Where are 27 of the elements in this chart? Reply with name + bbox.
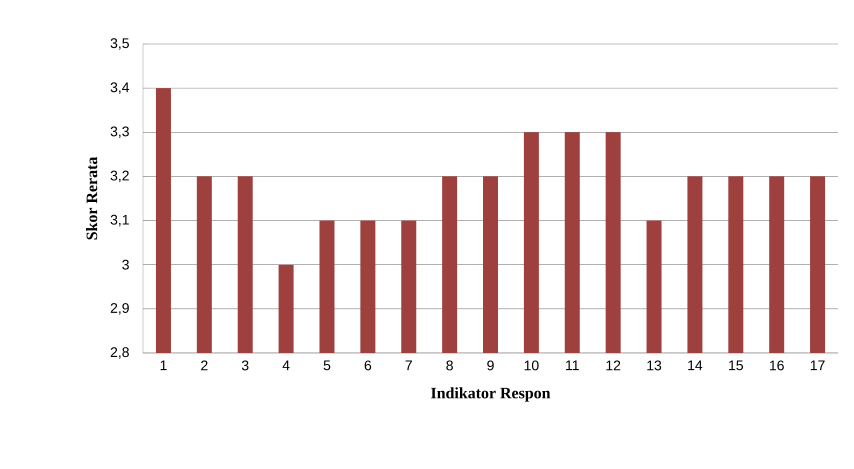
y-tick-label: 3	[122, 260, 129, 270]
x-tick-label: 3	[242, 360, 248, 370]
y-axis-title: Skor Rerata	[86, 156, 98, 240]
x-tick-label: 4	[282, 360, 290, 370]
y-tick-label: 2,9	[110, 303, 129, 315]
x-tick-label: 13	[647, 360, 662, 370]
y-tick-label: 3,4	[110, 82, 130, 94]
x-tick-label: 14	[688, 360, 702, 370]
y-tick-label: 2,8	[110, 347, 129, 359]
x-tick-label: 7	[406, 360, 412, 370]
y-tick-label: 3,1	[110, 214, 129, 226]
y-tick-label: 3,3	[110, 126, 129, 138]
x-tick-label: 10	[524, 360, 539, 370]
x-axis-title: Indikator Respon	[431, 387, 550, 402]
x-tick-label: 5	[324, 360, 330, 370]
y-tick-label: 3,2	[110, 170, 129, 182]
x-tick-label: 12	[606, 360, 620, 370]
x-tick-label: 17	[810, 360, 825, 370]
x-tick-label: 11	[566, 360, 579, 370]
x-tick-label: 2	[201, 360, 208, 370]
x-tick-label: 15	[729, 360, 743, 370]
x-tick-label: 8	[446, 360, 453, 370]
x-tick-label: 6	[364, 360, 372, 370]
x-tick-label: 16	[770, 360, 784, 370]
x-tick-label: 9	[487, 360, 494, 370]
x-tick-label: 1	[160, 360, 167, 370]
y-tick-label: 3,5	[110, 38, 129, 50]
